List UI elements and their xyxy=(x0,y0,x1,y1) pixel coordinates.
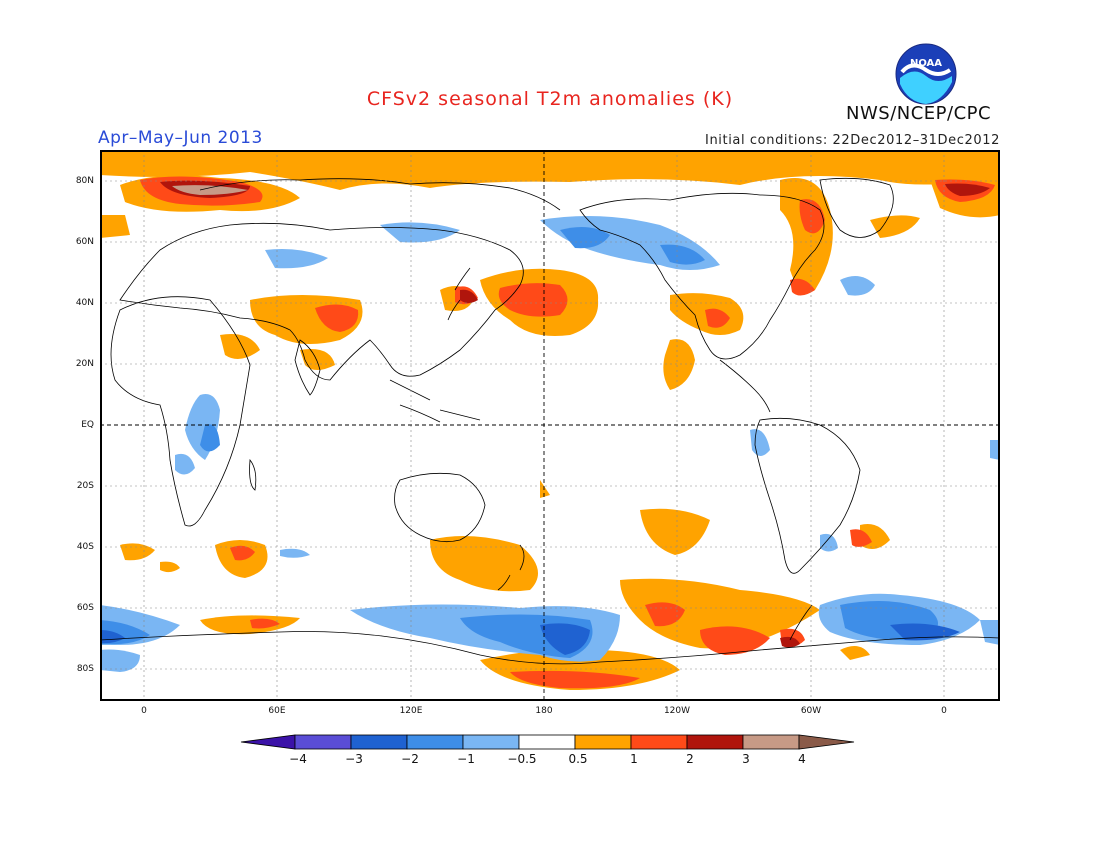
y-tick-80s: 80S xyxy=(76,664,94,674)
y-tick-20n: 20N xyxy=(75,359,94,369)
extreme-warm-anomaly-areas xyxy=(172,185,248,195)
colorbar-label: 3 xyxy=(742,752,750,766)
x-tick-180: 180 xyxy=(535,706,553,716)
colorbar-label: 1 xyxy=(630,752,638,766)
forecast-period: Apr–May–Jun 2013 xyxy=(98,128,263,148)
colorbar-arrow-left xyxy=(240,734,296,750)
colorbar-segment xyxy=(742,734,800,750)
logo-text: NOAA xyxy=(910,58,942,69)
colorbar-label: −3 xyxy=(345,752,363,766)
x-tick-60e: 60E xyxy=(268,706,286,716)
colorbar-label: −2 xyxy=(401,752,419,766)
colorbar-segment xyxy=(630,734,688,750)
organization-label: NWS/NCEP/CPC xyxy=(846,103,992,124)
colorbar-segment xyxy=(686,734,744,750)
colorbar-label: −0.5 xyxy=(507,752,537,766)
initial-conditions: Initial conditions: 22Dec2012–31Dec2012 xyxy=(705,133,1000,148)
colorbar-label: −4 xyxy=(289,752,307,766)
map-title: CFSv2 seasonal T2m anomalies (K) xyxy=(366,88,734,110)
x-tick-0: 0 xyxy=(141,706,147,716)
y-tick-80n: 80N xyxy=(75,176,94,186)
coastlines xyxy=(100,177,1000,665)
y-tick-eq: EQ xyxy=(81,420,94,430)
x-tick-120e: 120E xyxy=(399,706,423,716)
noaa-logo: NOAA xyxy=(895,43,957,105)
y-tick-40n: 40N xyxy=(75,298,94,308)
y-tick-60n: 60N xyxy=(75,237,94,247)
graticule xyxy=(100,150,1000,701)
x-tick-60w: 60W xyxy=(800,706,822,716)
colorbar-segment xyxy=(518,734,576,750)
colorbar-segment xyxy=(350,734,408,750)
colorbar-label: 4 xyxy=(798,752,806,766)
y-tick-60s: 60S xyxy=(76,603,94,613)
colorbar-segment xyxy=(294,734,352,750)
colorbar-segment xyxy=(462,734,520,750)
y-tick-40s: 40S xyxy=(76,542,94,552)
x-tick-120w: 120W xyxy=(663,706,691,716)
equator-dateline xyxy=(100,150,1000,701)
map-frame xyxy=(100,150,1000,701)
colorbar-label: 0.5 xyxy=(568,752,588,766)
color-scale-bar xyxy=(240,734,855,750)
x-tick-0-east: 0 xyxy=(941,706,947,716)
colorbar-label: −1 xyxy=(457,752,475,766)
anomaly-map xyxy=(100,150,1000,701)
colorbar-arrow-right xyxy=(798,734,855,750)
y-tick-20s: 20S xyxy=(76,481,94,491)
colorbar-segment xyxy=(406,734,464,750)
colorbar-label: 2 xyxy=(686,752,694,766)
colorbar-segment xyxy=(574,734,632,750)
